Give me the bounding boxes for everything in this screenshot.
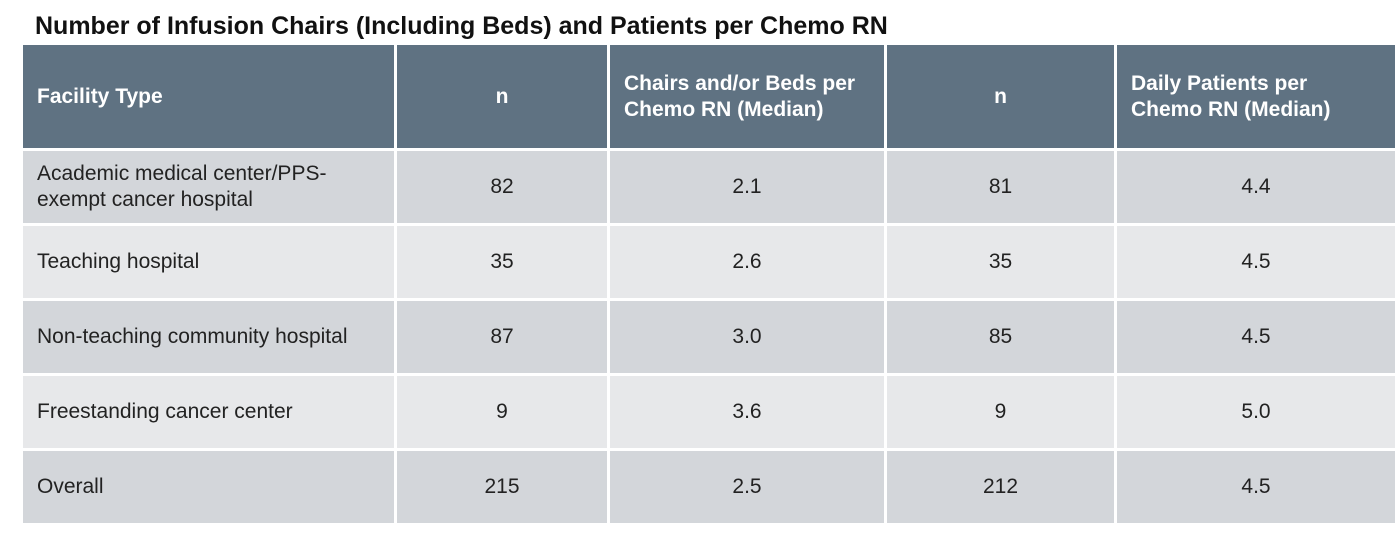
table-row: Academic medical center/PPS-exempt cance…	[23, 151, 1395, 223]
header-cell: Chairs and/or Beds per Chemo RN (Median)	[610, 45, 884, 148]
table-row: Non-teaching community hospital 87 3.0 85 4.…	[23, 301, 1395, 373]
header-row: Facility Type n Chairs and/or Beds per Che…	[23, 45, 1395, 148]
value-cell: 85	[887, 301, 1114, 373]
value-cell: 4.5	[1117, 226, 1395, 298]
value-cell: 9	[397, 376, 607, 448]
value-cell: 2.5	[610, 451, 884, 523]
value-cell: 35	[397, 226, 607, 298]
table-row: Overall 215 2.5 212 4.5	[23, 451, 1395, 523]
value-cell: 4.5	[1117, 301, 1395, 373]
value-cell: 3.0	[610, 301, 884, 373]
value-cell: 9	[887, 376, 1114, 448]
value-cell: 2.6	[610, 226, 884, 298]
value-cell: 212	[887, 451, 1114, 523]
header-cell: n	[397, 45, 607, 148]
value-cell: 81	[887, 151, 1114, 223]
facility-cell: Teaching hospital	[23, 226, 394, 298]
value-cell: 3.6	[610, 376, 884, 448]
facility-cell: Non-teaching community hospital	[23, 301, 394, 373]
table-row: Teaching hospital 35 2.6 35 4.5	[23, 226, 1395, 298]
value-cell: 2.1	[610, 151, 884, 223]
value-cell: 87	[397, 301, 607, 373]
value-cell: 35	[887, 226, 1114, 298]
value-cell: 82	[397, 151, 607, 223]
header-cell: n	[887, 45, 1114, 148]
title: Number of Infusion Chairs (Including Bed…	[35, 12, 888, 40]
table-row: Freestanding cancer center 9 3.6 9 5.0	[23, 376, 1395, 448]
value-cell: 4.5	[1117, 451, 1395, 523]
header-cell: Daily Patients per Chemo RN (Median)	[1117, 45, 1395, 148]
data-table: Facility Type n Chairs and/or Beds per Che…	[20, 42, 1398, 526]
table-body: Academic medical center/PPS-exempt cance…	[23, 151, 1395, 523]
value-cell: 215	[397, 451, 607, 523]
header-cell: Facility Type	[23, 45, 394, 148]
table-header: Facility Type n Chairs and/or Beds per Che…	[23, 45, 1395, 148]
facility-cell: Academic medical center/PPS-exempt cance…	[23, 151, 394, 223]
facility-cell: Overall	[23, 451, 394, 523]
value-cell: 5.0	[1117, 376, 1395, 448]
value-cell: 4.4	[1117, 151, 1395, 223]
facility-cell: Freestanding cancer center	[23, 376, 394, 448]
